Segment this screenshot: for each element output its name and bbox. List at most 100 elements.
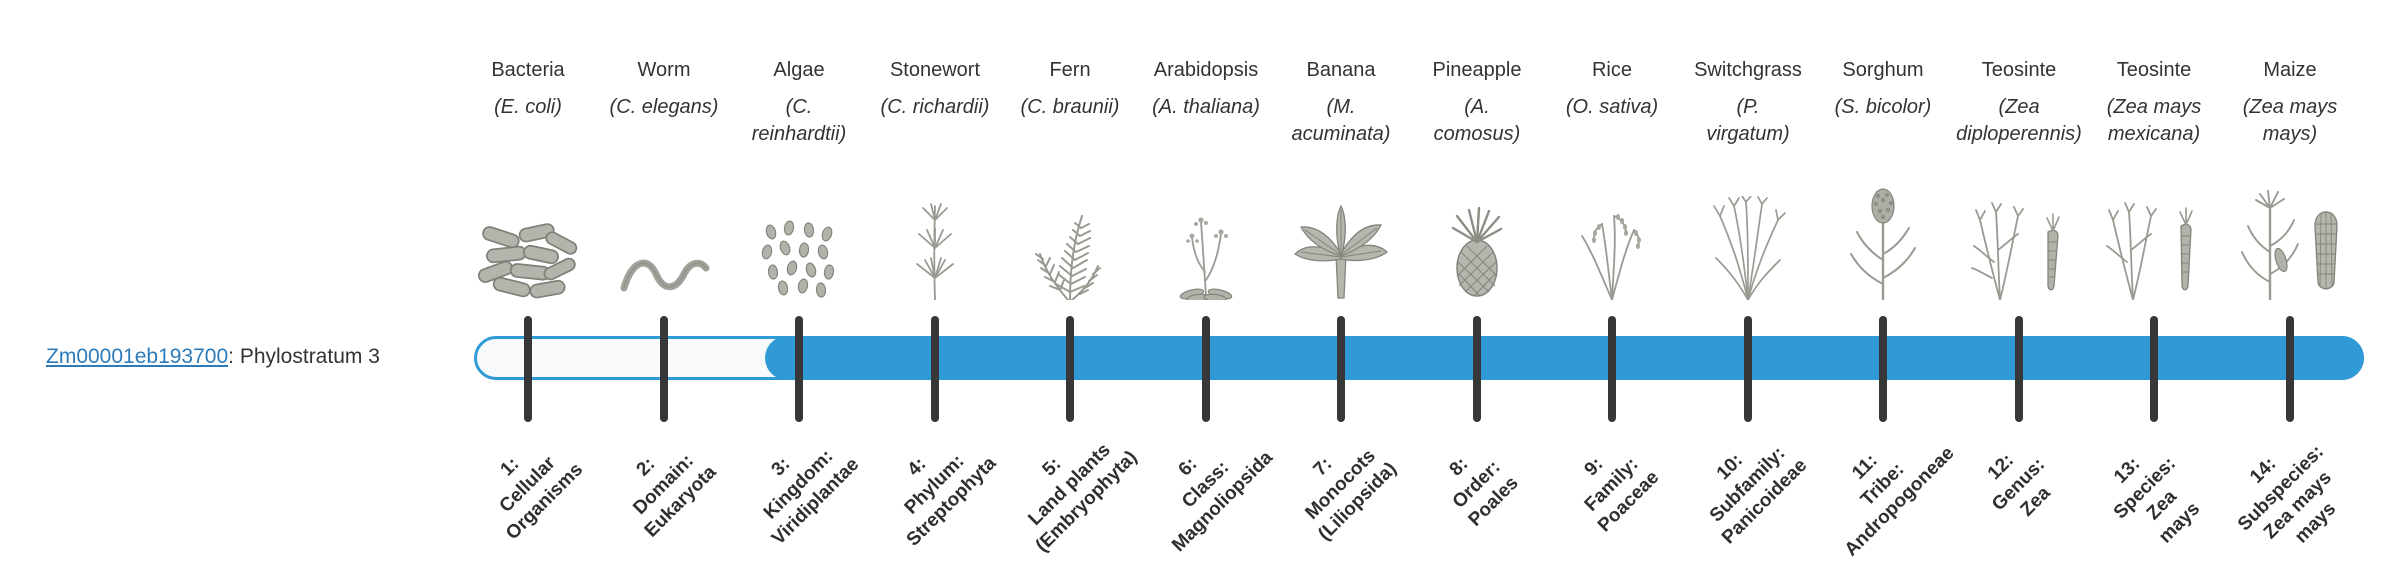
organism-common-name: Algae xyxy=(773,59,825,81)
arabidopsis-icon xyxy=(1179,217,1233,300)
stratum-tick xyxy=(1066,316,1074,422)
sorghum-illustration xyxy=(1798,150,1968,300)
sorghum-icon xyxy=(1850,188,1916,300)
stratum-tick xyxy=(2286,316,2294,422)
organism-scientific-name: (O. sativa) xyxy=(1565,96,1659,118)
organism-common-name: Stonewort xyxy=(889,59,981,81)
stratum-label: 7: Monocots (Liliopsida) xyxy=(1301,445,1402,546)
stratum-label: 3: Kingdom: Viridiplantae xyxy=(759,445,864,550)
organism-scientific-name: (A. comosus) xyxy=(1433,96,1521,145)
stratum-column: Banana (M. acuminata) xyxy=(1256,58,1426,300)
stratum-tick xyxy=(795,316,803,422)
stratum-label: 12: Genus: Zea xyxy=(1983,449,2055,521)
stratum-tick xyxy=(1744,316,1752,422)
banana-illustration xyxy=(1256,150,1426,300)
organism-common-name: Teosinte xyxy=(2116,59,2192,81)
stratum-tick xyxy=(1473,316,1481,422)
rice-icon xyxy=(1581,214,1641,300)
organism-scientific-name: (M. acuminata) xyxy=(1291,96,1391,145)
stratum-column: Pineapple (A. comosus) xyxy=(1392,58,1562,300)
organism-scientific-name: (A. thaliana) xyxy=(1152,96,1260,118)
stratum-column: Fern (C. braunii) xyxy=(985,58,1155,300)
bacteria-icon xyxy=(477,223,578,299)
organism-common-name: Sorghum xyxy=(1842,59,1924,81)
stratum-tick xyxy=(1337,316,1345,422)
organism-common-name: Maize xyxy=(2263,59,2317,81)
organism-scientific-name: (C. elegans) xyxy=(609,96,719,118)
stratum-label: 2: Domain: Eukaryota xyxy=(629,450,721,542)
stratum-column: Bacteria (E. coli) xyxy=(443,58,613,300)
organism-common-name: Arabidopsis xyxy=(1153,59,1259,81)
pineapple-icon xyxy=(1451,206,1503,297)
stratum-column: Algae (C. reinhardtii) xyxy=(714,58,884,300)
stratum-tick xyxy=(524,316,532,422)
organism-common-name: Worm xyxy=(637,59,691,81)
arabidopsis-illustration xyxy=(1121,150,1291,300)
organism-common-name: Switchgrass xyxy=(1694,59,1802,81)
gene-phylostratum-text: : Phylostratum 3 xyxy=(228,345,380,368)
gene-label: Zm00001eb193700: Phylostratum 3 xyxy=(46,345,380,369)
stratum-tick xyxy=(2015,316,2023,422)
phylostrata-bar xyxy=(474,336,2364,380)
banana-icon xyxy=(1293,204,1389,299)
stratum-column: Arabidopsis (A. thaliana) xyxy=(1121,58,1291,300)
stratum-tick xyxy=(1879,316,1887,422)
organism-common-name: Bacteria xyxy=(491,59,565,81)
stratum-label: 1: Cellular Organisms xyxy=(495,452,588,545)
stratum-column: Rice (O. sativa) xyxy=(1527,58,1697,300)
stratum-column: Maize (Zea mays mays) xyxy=(2205,58,2375,300)
organism-scientific-name: (Zea mays mays) xyxy=(2242,96,2338,145)
stratum-label: 11: Tribe: Andropogoneae xyxy=(1840,442,1959,561)
organism-scientific-name: (C. reinhardtii) xyxy=(751,96,847,145)
maize-icon xyxy=(2241,190,2338,300)
organism-scientific-name: (Zea mays mexicana) xyxy=(2106,96,2202,145)
stratum-column: Stonewort (C. richardii) xyxy=(850,58,1020,300)
organism-scientific-name: (S. bicolor) xyxy=(1834,96,1932,118)
stratum-column: Teosinte (Zea diploperennis) xyxy=(1934,58,2104,300)
fern-illustration xyxy=(985,150,1155,300)
algae-illustration xyxy=(714,150,884,300)
stratum-column: Switchgrass (P. virgatum) xyxy=(1663,58,1833,300)
organism-scientific-name: (Zea diploperennis) xyxy=(1956,96,2082,145)
bacteria-illustration xyxy=(443,150,613,300)
switchgrass-illustration xyxy=(1663,150,1833,300)
pineapple-illustration xyxy=(1392,150,1562,300)
teosinte-icon xyxy=(1971,202,2060,300)
teosinte2-illustration xyxy=(2069,150,2239,300)
stratum-tick xyxy=(1608,316,1616,422)
teosinte-illustration xyxy=(1934,150,2104,300)
stratum-label: 13: Species: Zea mays xyxy=(2109,452,2205,548)
organism-common-name: Fern xyxy=(1049,59,1091,81)
worm-icon xyxy=(620,259,710,292)
organism-scientific-name: (P. virgatum) xyxy=(1706,96,1790,145)
gene-link[interactable]: Zm00001eb193700 xyxy=(46,345,229,368)
stratum-column: Worm (C. elegans) xyxy=(579,58,749,300)
organism-common-name: Rice xyxy=(1591,59,1632,81)
stratum-tick xyxy=(2150,316,2158,422)
organism-common-name: Banana xyxy=(1306,59,1376,81)
worm-illustration xyxy=(579,150,749,300)
switchgrass-icon xyxy=(1713,196,1786,300)
stratum-label: 5: Land plants (Embryophyta) xyxy=(1024,439,1142,557)
stratum-label: 8: Order: Poales xyxy=(1445,453,1523,531)
stratum-label: 4: Phylum: Streptophyta xyxy=(900,450,1001,551)
rice-illustration xyxy=(1527,150,1697,300)
organism-scientific-name: (E. coli) xyxy=(494,96,562,118)
organism-scientific-name: (C. braunii) xyxy=(1020,96,1120,118)
stratum-label: 6: Class: Magnoliopsida xyxy=(1168,447,1278,557)
fern-icon xyxy=(1035,215,1101,300)
organism-common-name: Pineapple xyxy=(1432,59,1522,81)
stratum-tick xyxy=(931,316,939,422)
stratum-column: Sorghum (S. bicolor) xyxy=(1798,58,1968,300)
stratum-column: Teosinte (Zea mays mexicana) xyxy=(2069,58,2239,300)
stonewort-icon xyxy=(916,203,954,300)
phylostrata-bar-fill xyxy=(765,336,2364,380)
stratum-label: 14: Subspecies: Zea mays mays xyxy=(2233,441,2341,548)
stratum-tick xyxy=(1202,316,1210,422)
organism-scientific-name: (C. richardii) xyxy=(880,96,990,118)
organism-common-name: Teosinte xyxy=(1981,59,2057,81)
maize-illustration xyxy=(2205,150,2375,300)
algae-icon xyxy=(761,220,835,298)
teosinte-icon xyxy=(2106,202,2193,300)
